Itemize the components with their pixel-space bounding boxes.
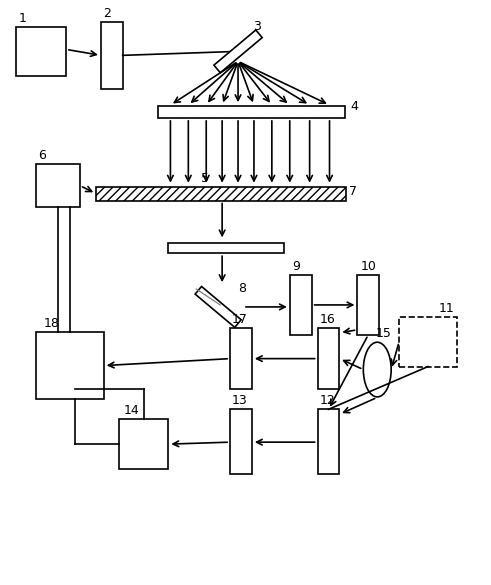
Text: 2: 2 <box>103 6 110 19</box>
Text: 6: 6 <box>38 149 46 161</box>
Bar <box>318 328 339 390</box>
Bar <box>290 275 312 335</box>
Text: 11: 11 <box>439 302 455 315</box>
Text: 8: 8 <box>238 282 246 295</box>
Text: 1: 1 <box>18 12 26 25</box>
Text: 16: 16 <box>320 313 335 326</box>
Text: 13: 13 <box>232 394 248 407</box>
Bar <box>230 328 252 390</box>
Text: 12: 12 <box>320 394 335 407</box>
Bar <box>96 187 347 201</box>
Bar <box>36 164 80 208</box>
Text: 18: 18 <box>44 317 60 330</box>
Text: 15: 15 <box>375 327 391 340</box>
Text: 5: 5 <box>201 171 209 185</box>
Text: 3: 3 <box>253 20 261 33</box>
Polygon shape <box>214 30 262 73</box>
Polygon shape <box>195 287 241 328</box>
Bar <box>168 243 284 253</box>
Bar <box>16 26 66 76</box>
Ellipse shape <box>363 342 391 397</box>
Text: 9: 9 <box>293 260 300 273</box>
Text: 4: 4 <box>351 100 358 113</box>
Text: 10: 10 <box>360 260 376 273</box>
Bar <box>318 410 339 474</box>
Bar <box>101 22 123 89</box>
Text: 7: 7 <box>350 184 357 198</box>
Bar <box>119 419 168 469</box>
Bar <box>36 332 104 400</box>
Bar <box>399 317 457 367</box>
Bar <box>357 275 379 335</box>
Bar <box>230 410 252 474</box>
Text: 14: 14 <box>124 404 139 417</box>
Text: 17: 17 <box>232 313 248 326</box>
Bar <box>159 106 346 118</box>
